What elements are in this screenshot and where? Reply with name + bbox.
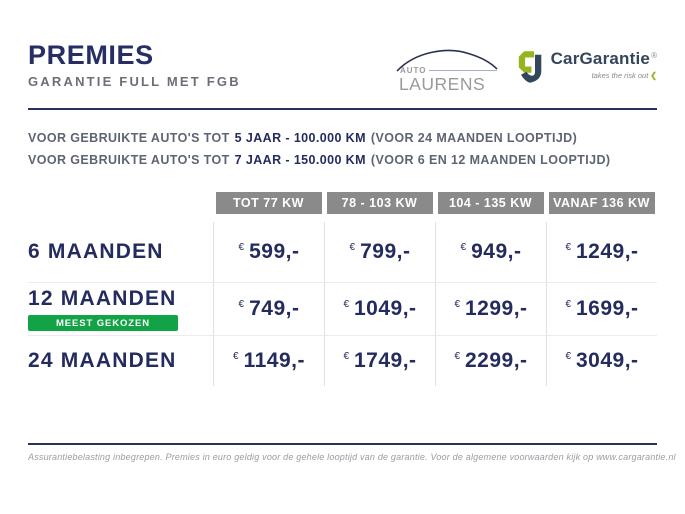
meest-gekozen-badge: MEEST GEKOZEN [28,315,178,331]
euro-sign: € [460,241,467,253]
table-row-24-maanden: 24 MAANDEN €1149,- €1749,- €2299,- €3049… [28,335,657,386]
row-label: 24 MAANDEN [28,349,177,372]
euro-sign: € [565,241,571,253]
chevron-left-icon: ❮ [650,71,657,80]
cargarantie-tagline: takes the risk out ❮ [592,71,657,80]
header-divider [28,108,657,110]
euro-sign: € [349,241,356,253]
price-value: 949,- [471,240,522,263]
price-cell: €1699,- [546,283,657,335]
row-label: 6 MAANDEN [28,240,164,263]
euro-sign: € [454,298,460,310]
kw-header-row: TOT 77 KW 78 - 103 KW 104 - 135 KW VANAF… [28,192,657,214]
cargarantie-wordmark: CarGarantie [550,49,651,68]
page-title: PREMIES [28,40,154,70]
price-cell: €1049,- [324,283,435,335]
condition-highlight: 7 JAAR - 150.000 KM [234,153,366,167]
condition-prefix: VOOR GEBRUIKTE AUTO'S TOT [28,153,230,167]
euro-sign: € [565,298,571,310]
condition-line-2: VOOR GEBRUIKTE AUTO'S TOT 7 JAAR - 150.00… [28,149,657,171]
euro-sign: € [238,241,245,253]
price-value: 799,- [360,240,411,263]
registered-trademark: ® [651,50,657,60]
column-header-104-135kw: 104 - 135 KW [437,192,544,214]
cargarantie-logo: CarGarantie® takes the risk out ❮ [517,49,657,83]
row-label-cell: 24 MAANDEN [28,336,213,386]
tagline-text: takes the risk out [591,71,649,80]
footer-disclaimer: Assurantiebelasting inbegrepen. Premies … [28,452,676,462]
price-value: 599,- [249,240,300,263]
price-value: 2299,- [465,349,528,372]
price-cell: €799,- [324,222,435,282]
kw-header-spacer [28,192,213,214]
laurens-name-label: LAURENS [399,74,485,94]
euro-sign: € [238,298,245,310]
row-label-cell: 12 MAANDEN MEEST GEKOZEN [28,283,213,335]
price-value: 1149,- [243,349,305,372]
column-header-vanaf-136kw: VANAF 136 KW [548,192,655,214]
column-header-78-103kw: 78 - 103 KW [326,192,433,214]
price-cell: €1149,- [213,336,324,386]
euro-sign: € [343,350,349,362]
table-row-12-maanden: 12 MAANDEN MEEST GEKOZEN €749,- €1049,- … [28,282,657,335]
euro-sign: € [233,350,239,362]
euro-sign: € [343,298,349,310]
table-row-6-maanden: 6 MAANDEN €599,- €799,- €949,- €1249,- [28,222,657,282]
condition-line-1: VOOR GEBRUIKTE AUTO'S TOT 5 JAAR - 100.00… [28,127,657,149]
price-cell: €1299,- [435,283,546,335]
conditions: VOOR GEBRUIKTE AUTO'S TOT 5 JAAR - 100.00… [28,127,657,171]
euro-sign: € [454,350,460,362]
condition-suffix: (VOOR 6 EN 12 MAANDEN LOOPTIJD) [370,153,611,167]
price-value: 1049,- [354,297,417,320]
car-silhouette-icon: AUTO LAURENS [395,49,498,94]
title-block: PREMIES GARANTIE FULL MET FGB [28,40,241,90]
row-label-cell: 6 MAANDEN [28,222,213,282]
price-value: 749,- [249,297,300,320]
price-value: 1299,- [465,297,528,320]
logos: AUTO LAURENS CarGarantie® takes the risk… [393,44,657,94]
price-cell: €2299,- [435,336,546,386]
price-cell: €1249,- [546,222,657,282]
price-cell: €749,- [213,283,324,335]
condition-suffix: (VOOR 24 MAANDEN LOOPTIJD) [370,131,578,145]
footer: Assurantiebelasting inbegrepen. Premies … [28,443,676,462]
price-cell: €949,- [435,222,546,282]
row-label: 12 MAANDEN [28,287,177,310]
cargarantie-shield-icon [518,51,541,83]
condition-highlight: 5 JAAR - 100.000 KM [234,131,366,145]
price-value: 1699,- [576,297,639,320]
column-header-tot-77kw: TOT 77 KW [215,192,322,214]
cargarantie-text: CarGarantie® takes the risk out ❮ [550,49,657,80]
price-value: 3049,- [576,349,639,372]
price-table: 6 MAANDEN €599,- €799,- €949,- €1249,- 1… [28,222,657,386]
laurens-auto-label: AUTO [400,66,427,75]
price-value: 1249,- [576,240,639,263]
price-cell: €599,- [213,222,324,282]
price-cell: €3049,- [546,336,657,386]
header: PREMIES GARANTIE FULL MET FGB AUTO LAURE… [28,0,657,95]
euro-sign: € [565,350,571,362]
price-cell: €1749,- [324,336,435,386]
page-subtitle: GARANTIE FULL MET FGB [28,74,241,89]
condition-prefix: VOOR GEBRUIKTE AUTO'S TOT [28,131,230,145]
auto-laurens-logo: AUTO LAURENS [393,44,499,94]
price-value: 1749,- [354,349,417,372]
